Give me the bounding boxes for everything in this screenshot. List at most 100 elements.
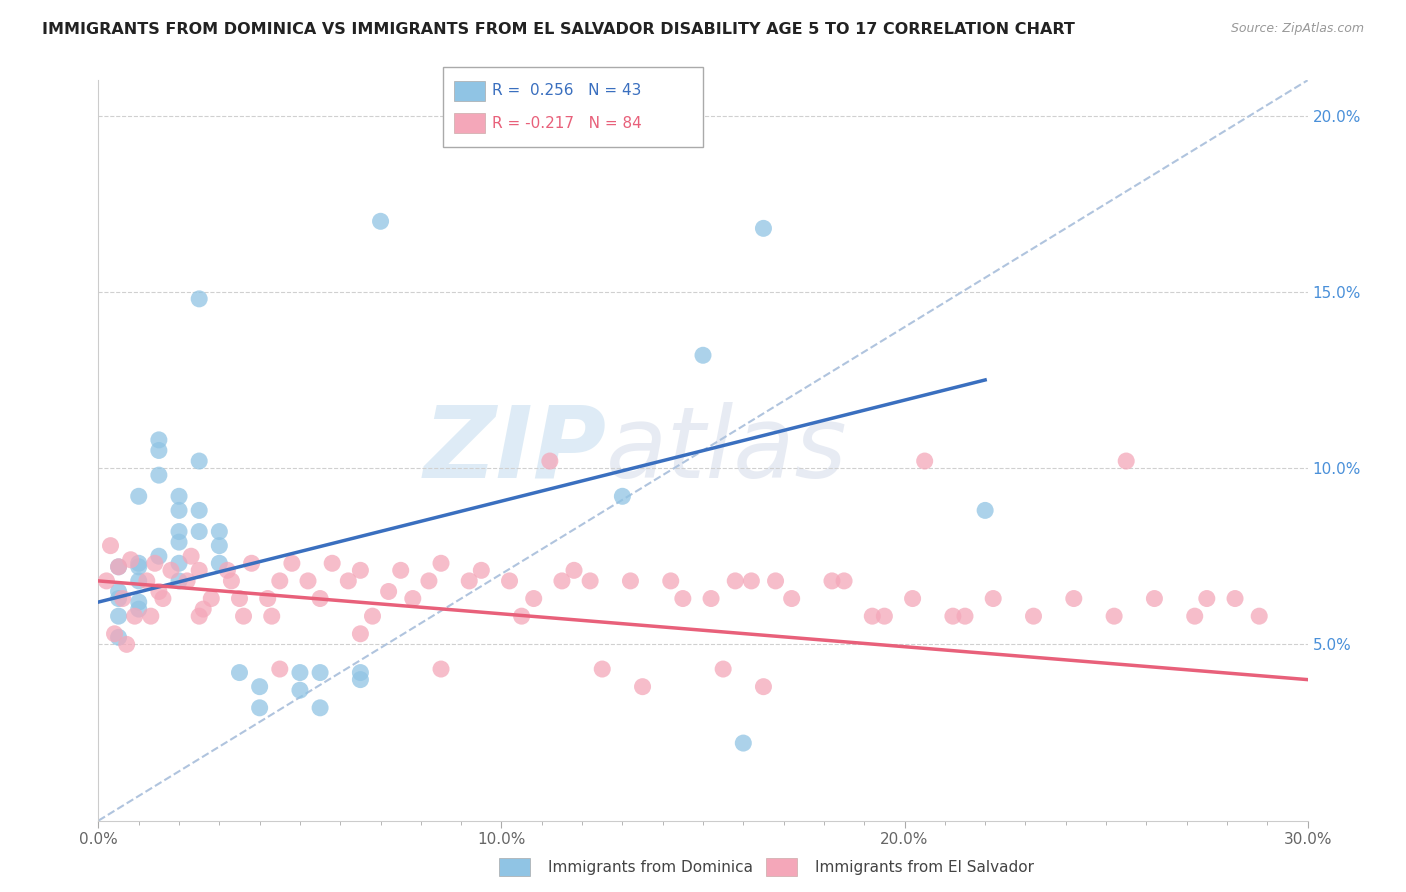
Point: [128, 559, 150, 574]
Point: [953, 609, 976, 624]
Point: [1022, 609, 1045, 624]
Point: [120, 553, 142, 567]
Point: [470, 563, 492, 577]
Point: [107, 630, 129, 644]
Point: [377, 584, 399, 599]
Point: [228, 665, 250, 680]
Point: [188, 609, 211, 624]
Text: R = -0.217   N = 84: R = -0.217 N = 84: [492, 116, 643, 130]
Point: [167, 524, 190, 539]
Point: [361, 609, 384, 624]
Point: [188, 563, 211, 577]
Text: Source: ZipAtlas.com: Source: ZipAtlas.com: [1230, 22, 1364, 36]
Point: [128, 489, 150, 503]
Point: [700, 591, 723, 606]
Point: [167, 556, 190, 570]
Point: [188, 524, 211, 539]
Point: [860, 609, 883, 624]
Point: [281, 556, 304, 570]
Point: [269, 574, 291, 588]
Point: [1143, 591, 1166, 606]
Point: [148, 443, 170, 458]
Point: [370, 214, 392, 228]
Point: [780, 591, 803, 606]
Point: [337, 574, 360, 588]
Point: [128, 595, 150, 609]
Point: [249, 680, 271, 694]
Point: [740, 574, 762, 588]
Point: [498, 574, 520, 588]
Point: [128, 574, 150, 588]
Point: [612, 489, 634, 503]
Point: [176, 574, 198, 588]
Point: [974, 503, 997, 517]
Point: [288, 683, 311, 698]
Point: [430, 556, 453, 570]
Point: [1249, 609, 1271, 624]
Point: [167, 503, 190, 517]
Point: [1223, 591, 1246, 606]
Point: [349, 673, 371, 687]
Text: IMMIGRANTS FROM DOMINICA VS IMMIGRANTS FROM EL SALVADOR DISABILITY AGE 5 TO 17 C: IMMIGRANTS FROM DOMINICA VS IMMIGRANTS F…: [42, 22, 1076, 37]
Point: [752, 221, 775, 235]
Point: [143, 556, 166, 570]
Point: [128, 602, 150, 616]
Point: [752, 680, 775, 694]
Point: [724, 574, 747, 588]
Point: [659, 574, 682, 588]
Point: [249, 701, 271, 715]
Point: [217, 563, 239, 577]
Point: [208, 539, 231, 553]
Point: [111, 591, 134, 606]
Point: [430, 662, 453, 676]
Point: [124, 609, 146, 624]
Point: [914, 454, 936, 468]
Point: [349, 563, 371, 577]
Text: Immigrants from El Salvador: Immigrants from El Salvador: [815, 860, 1035, 874]
Point: [256, 591, 278, 606]
Point: [765, 574, 787, 588]
Point: [1184, 609, 1206, 624]
Point: [100, 539, 122, 553]
Point: [579, 574, 602, 588]
Point: [188, 454, 211, 468]
Point: [901, 591, 924, 606]
Point: [228, 591, 250, 606]
Point: [1102, 609, 1125, 624]
Point: [510, 609, 533, 624]
Point: [297, 574, 319, 588]
Point: [148, 549, 170, 564]
Point: [288, 665, 311, 680]
Point: [152, 591, 174, 606]
Point: [167, 574, 190, 588]
Point: [240, 556, 263, 570]
Point: [349, 627, 371, 641]
Point: [562, 563, 585, 577]
Text: Immigrants from Dominica: Immigrants from Dominica: [548, 860, 754, 874]
Point: [1195, 591, 1218, 606]
Point: [981, 591, 1004, 606]
Point: [631, 680, 654, 694]
Point: [115, 637, 138, 651]
Point: [309, 665, 332, 680]
Point: [148, 433, 170, 447]
Point: [200, 591, 222, 606]
Point: [389, 563, 412, 577]
Point: [160, 563, 183, 577]
Point: [188, 503, 211, 517]
Point: [619, 574, 641, 588]
Point: [232, 609, 254, 624]
Point: [309, 701, 332, 715]
Point: [107, 609, 129, 624]
Point: [672, 591, 695, 606]
Point: [128, 556, 150, 570]
Point: [188, 292, 211, 306]
Point: [180, 549, 202, 564]
Point: [523, 591, 546, 606]
Point: [1063, 591, 1085, 606]
Point: [107, 584, 129, 599]
Point: [135, 574, 157, 588]
Point: [1115, 454, 1137, 468]
Point: [103, 627, 125, 641]
Point: [821, 574, 844, 588]
